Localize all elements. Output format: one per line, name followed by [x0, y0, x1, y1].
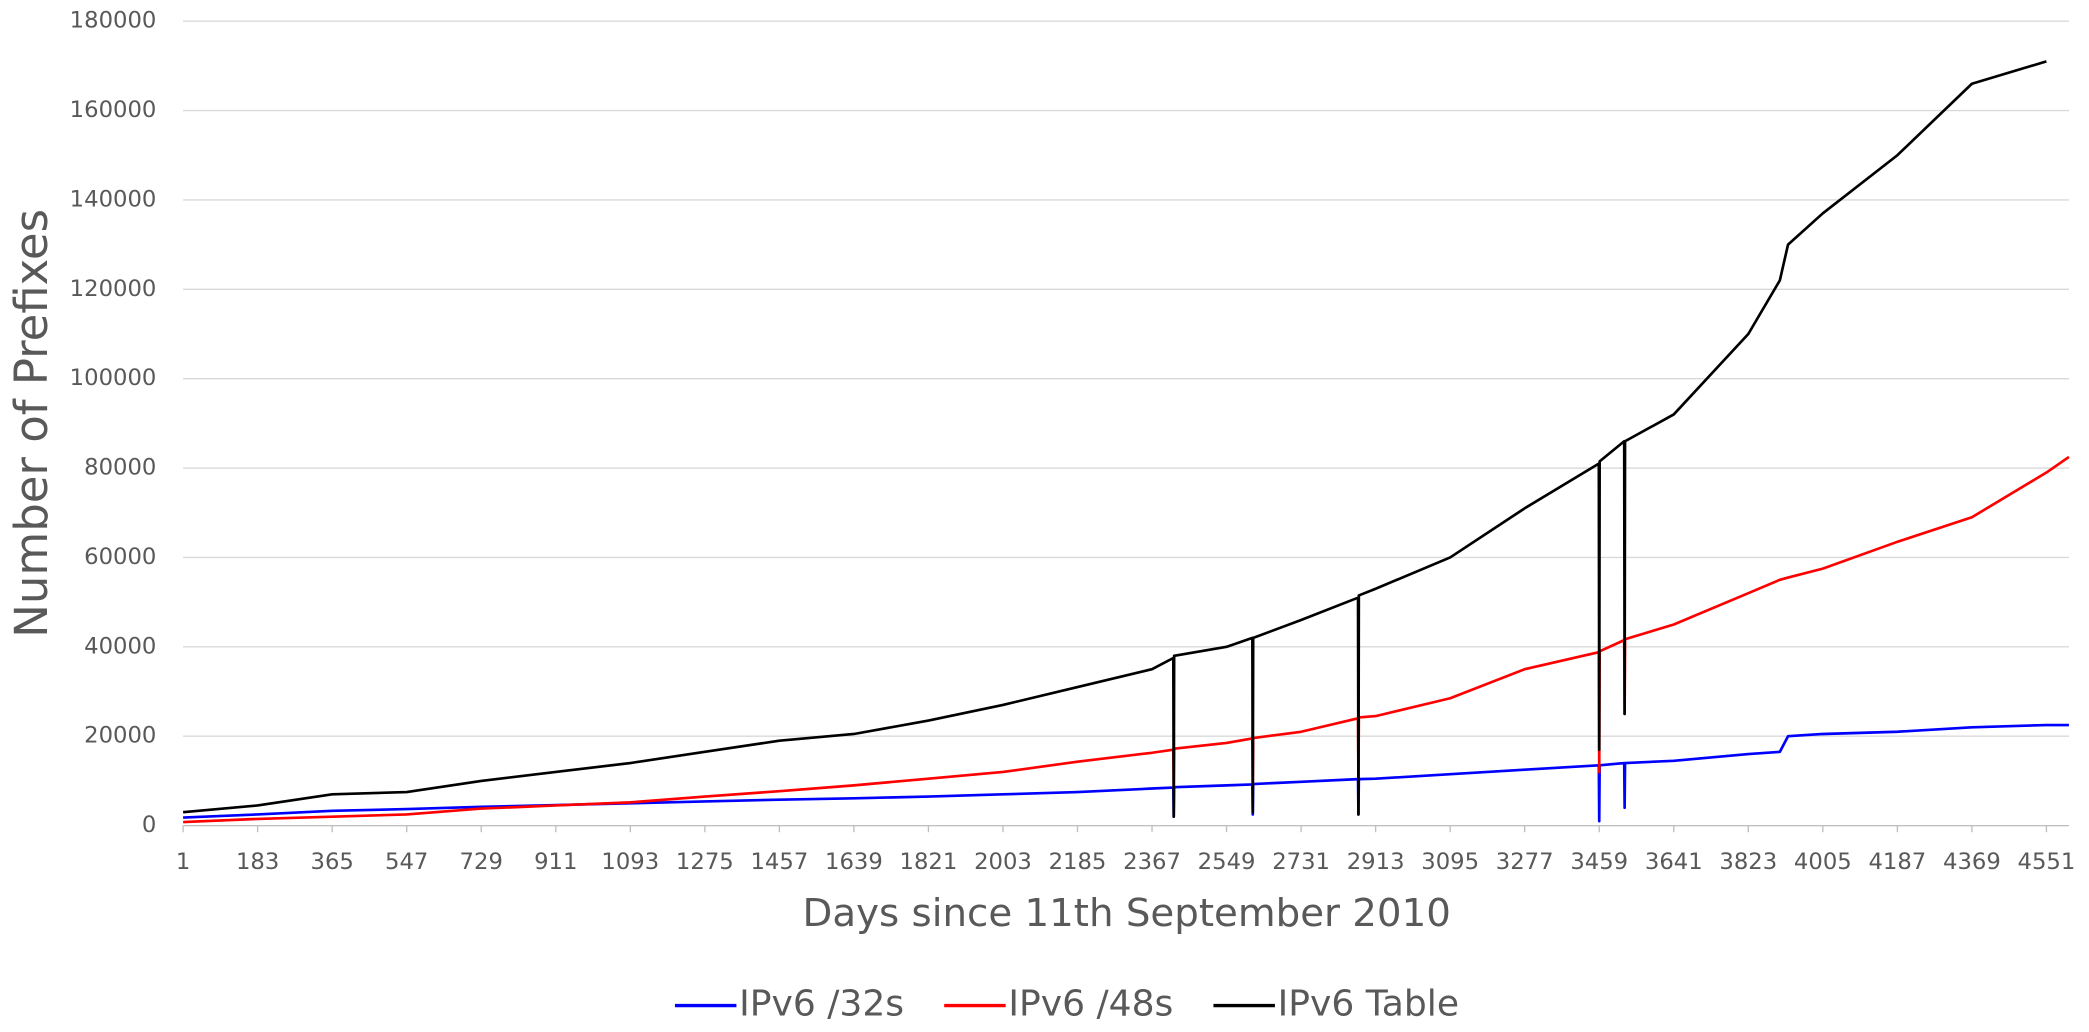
x-tick-label: 3095 [1421, 849, 1479, 875]
x-tick-label: 4005 [1794, 849, 1852, 875]
x-tick-label: 4187 [1868, 849, 1926, 875]
legend-label: IPv6 /48s [1008, 984, 1173, 1025]
y-tick-label: 120000 [70, 276, 157, 302]
x-tick-label: 1275 [676, 849, 734, 875]
x-tick-label: 365 [310, 849, 353, 875]
x-tick-label: 2731 [1272, 849, 1330, 875]
y-tick-label: 140000 [70, 187, 157, 213]
x-tick-label: 3641 [1645, 849, 1703, 875]
x-tick-label: 1639 [825, 849, 883, 875]
x-tick-label: 1821 [900, 849, 958, 875]
x-tick-label: 2549 [1198, 849, 1256, 875]
y-tick-label: 20000 [84, 723, 156, 749]
x-tick-label: 183 [236, 849, 279, 875]
series-line [183, 723, 2069, 823]
y-axis-title: Number of Prefixes [5, 209, 58, 638]
x-tick-label: 1093 [601, 849, 659, 875]
y-tick-label: 80000 [84, 455, 156, 481]
y-tick-label: 40000 [84, 633, 156, 659]
y-tick-label: 160000 [70, 97, 157, 123]
x-tick-label: 3277 [1496, 849, 1554, 875]
x-tick-label: 1457 [750, 849, 808, 875]
x-tick-label: 729 [460, 849, 503, 875]
legend-label: IPv6 /32s [739, 984, 904, 1025]
x-tick-label: 2185 [1049, 849, 1107, 875]
series-line [182, 60, 2047, 818]
y-tick-label: 180000 [70, 8, 157, 34]
x-tick-label: 2913 [1347, 849, 1405, 875]
x-axis-title: Days since 11th September 2010 [803, 891, 1451, 936]
x-tick-label: 1 [176, 849, 190, 875]
legend-label: IPv6 Table [1278, 984, 1459, 1025]
x-tick-label: 547 [385, 849, 428, 875]
x-tick-label: 4551 [2018, 849, 2076, 875]
y-tick-label: 60000 [84, 544, 156, 570]
x-tick-label: 3459 [1570, 849, 1628, 875]
x-tick-label: 2367 [1123, 849, 1181, 875]
x-tick-label: 4369 [1943, 849, 2001, 875]
x-tick-label: 3823 [1719, 849, 1777, 875]
y-tick-label: 0 [142, 812, 156, 838]
x-tick-label: 911 [534, 849, 577, 875]
series-line [183, 455, 2070, 824]
y-tick-label: 100000 [70, 365, 157, 391]
x-tick-label: 2003 [974, 849, 1032, 875]
